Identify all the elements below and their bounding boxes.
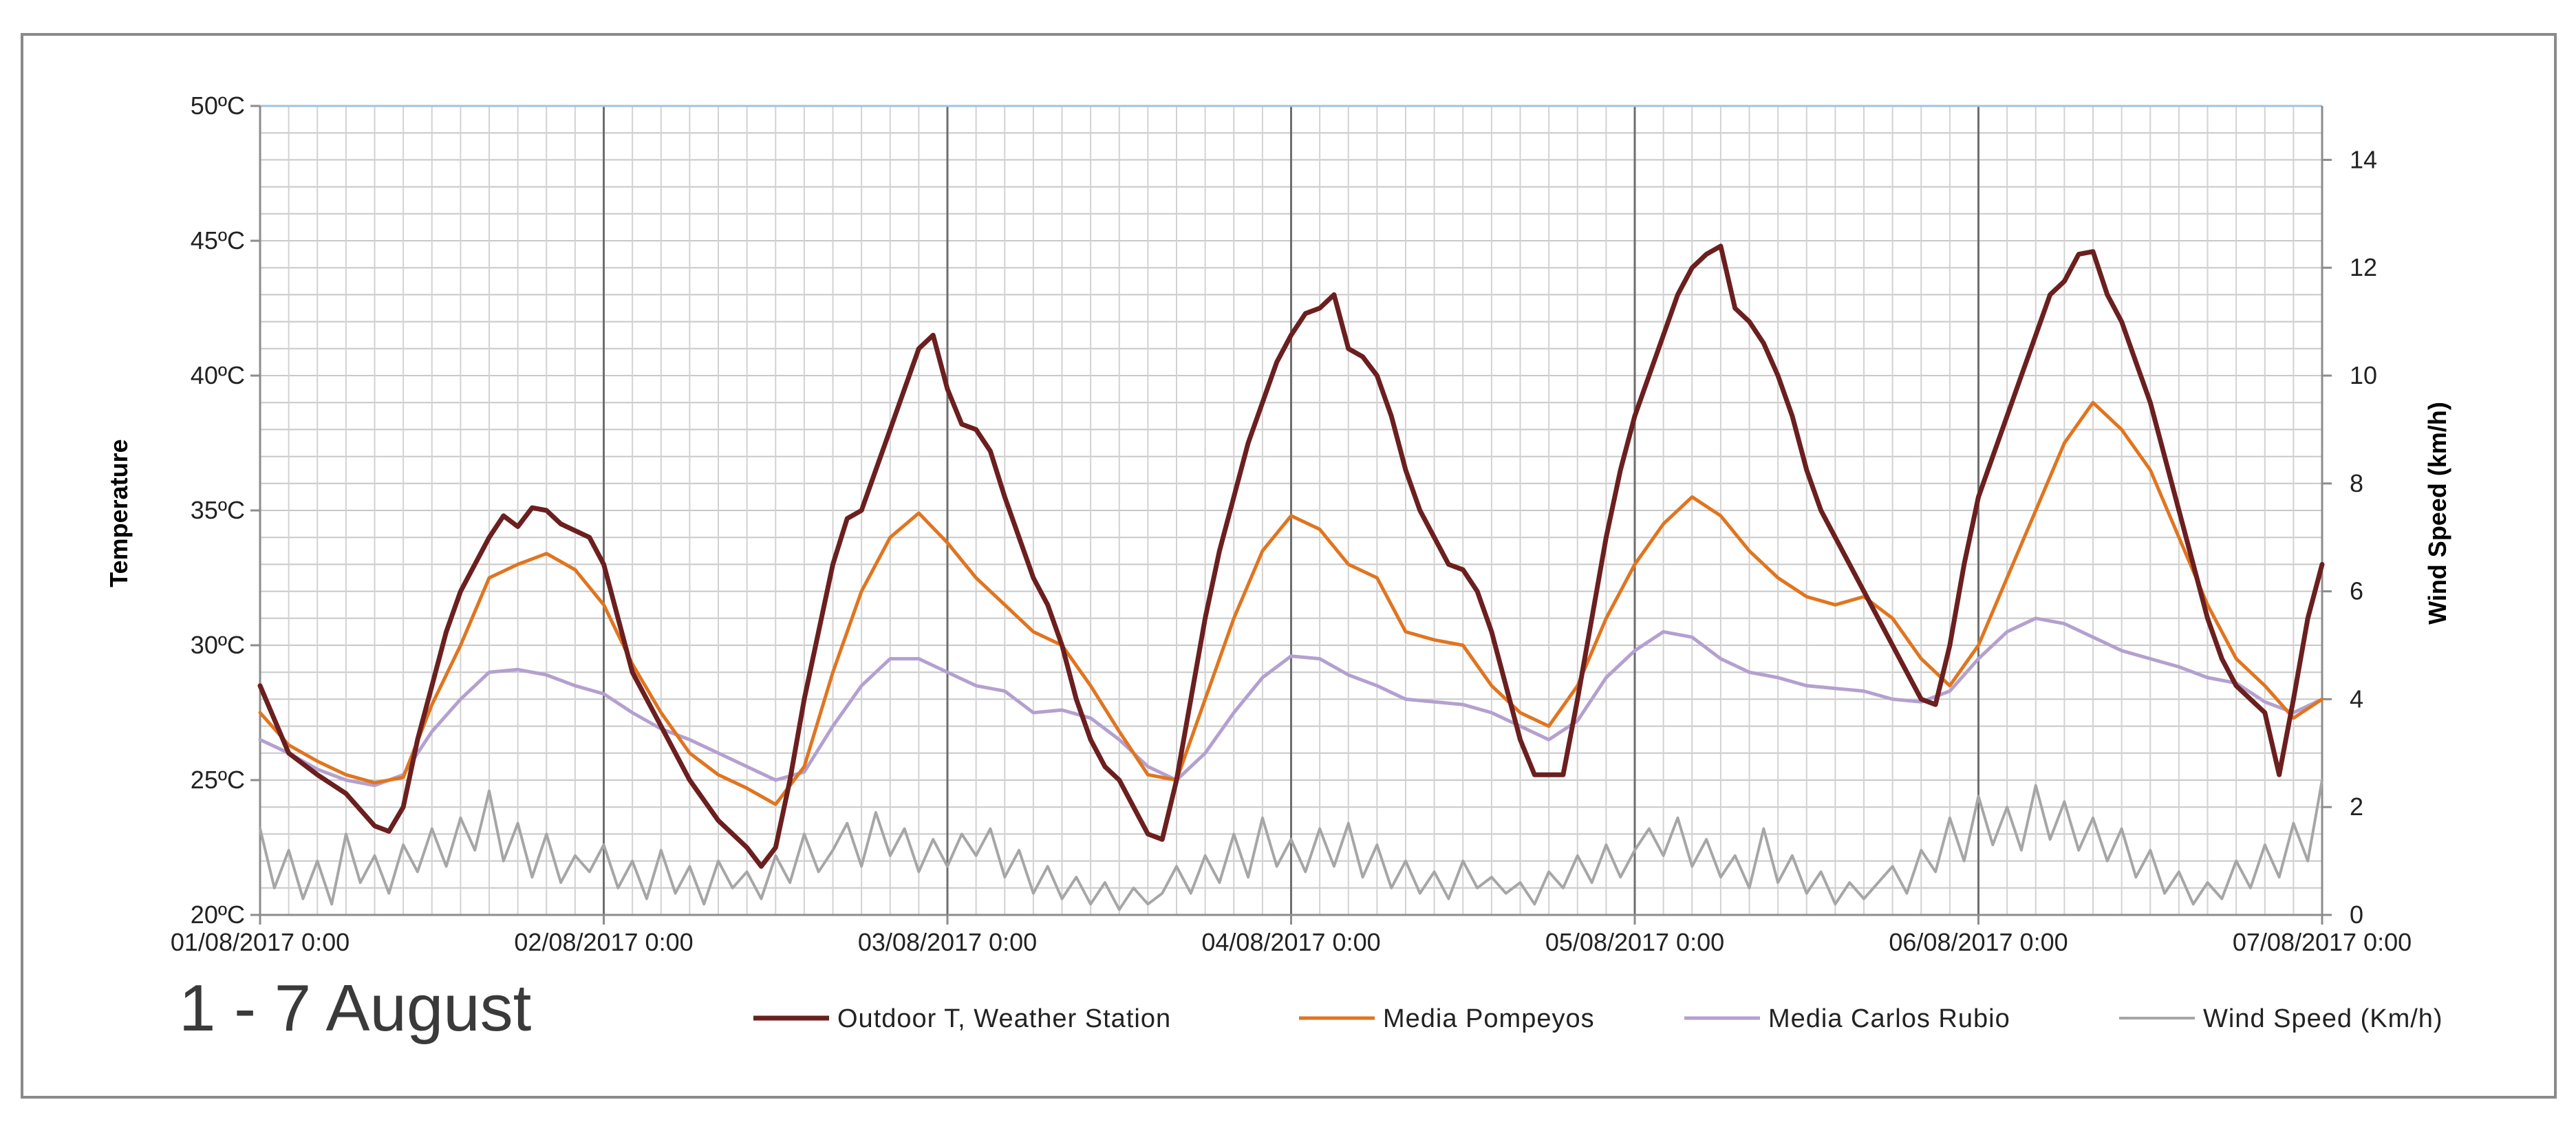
y2-axis-title: Wind Speed (km/h): [2423, 402, 2451, 625]
x-tick-label: 01/08/2017 0:00: [171, 928, 350, 956]
series-line-1: [258, 400, 2324, 806]
series-line-2: [258, 616, 2324, 788]
x-tick-label: 05/08/2017 0:00: [1545, 928, 1724, 956]
y-tick-label: 40ºC: [191, 361, 245, 389]
chart-frame: [21, 33, 2557, 1099]
series-lines: [257, 244, 2325, 911]
y-tick-label: 30ºC: [191, 631, 245, 659]
y2-tick-label: 4: [2350, 684, 2363, 713]
y-tick-label: 35ºC: [191, 496, 245, 524]
legend: Outdoor T, Weather Station Media Pompeyos…: [753, 1004, 2443, 1033]
y2-tick-label: 2: [2350, 792, 2363, 821]
y2-tick-label: 14: [2350, 145, 2377, 173]
series-line-3: [259, 779, 2323, 911]
legend-label: Outdoor T, Weather Station: [837, 1004, 1171, 1033]
y2-tick-label: 6: [2350, 577, 2363, 605]
y-tick-label: 45ºC: [191, 226, 245, 255]
series-line-0: [257, 244, 2325, 869]
x-tick-label: 02/08/2017 0:00: [514, 928, 693, 956]
y2-tick-label: 8: [2350, 469, 2363, 497]
y2-tick-label: 0: [2350, 900, 2363, 929]
x-tick-label: 03/08/2017 0:00: [858, 928, 1037, 956]
x-tick-label: 07/08/2017 0:00: [2233, 928, 2412, 956]
y-tick-label: 20ºC: [191, 900, 245, 929]
y2-tick-label: 12: [2350, 253, 2377, 281]
y-axis-title: Temperature: [105, 439, 133, 587]
x-tick-label: 04/08/2017 0:00: [1201, 928, 1380, 956]
legend-label: Wind Speed (Km/h): [2203, 1004, 2443, 1033]
grid: [260, 106, 2322, 915]
chart-title: 1 - 7 August: [179, 971, 531, 1045]
legend-label: Media Carlos Rubio: [1768, 1004, 2010, 1033]
axes: 20ºC 25ºC 30ºC 35ºC 40ºC 45ºC 50ºC 0 2 4 6 8 10 12 14 0…: [171, 91, 2412, 956]
y2-tick-label: 10: [2350, 361, 2377, 389]
legend-label: Media Pompeyos: [1383, 1004, 1595, 1033]
y-tick-label: 25ºC: [191, 766, 245, 794]
x-tick-label: 06/08/2017 0:00: [1889, 928, 2068, 956]
y-tick-label: 50ºC: [191, 91, 245, 120]
